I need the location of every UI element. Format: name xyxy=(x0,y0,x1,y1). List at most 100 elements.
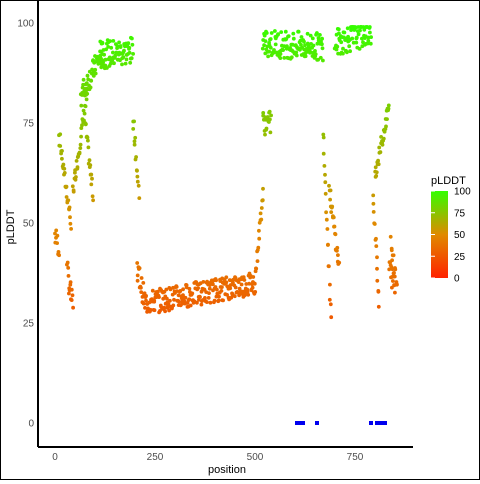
data-point xyxy=(79,134,83,139)
data-point xyxy=(262,33,267,38)
data-point xyxy=(60,156,64,161)
y-tick-label: 25 xyxy=(23,319,35,330)
data-point xyxy=(289,55,294,60)
data-point xyxy=(166,302,171,307)
data-point xyxy=(183,295,188,300)
data-point xyxy=(55,233,60,238)
data-point xyxy=(187,286,192,291)
data-point xyxy=(334,47,339,52)
data-point xyxy=(93,67,98,72)
data-point xyxy=(318,33,322,37)
data-point xyxy=(261,186,265,191)
data-point xyxy=(131,127,136,131)
data-point xyxy=(148,308,153,312)
data-point xyxy=(102,52,106,57)
data-point xyxy=(207,291,211,295)
data-point xyxy=(259,206,264,210)
data-point xyxy=(392,271,396,275)
data-point xyxy=(392,274,397,279)
data-point xyxy=(341,51,345,56)
data-point xyxy=(144,294,149,298)
y-tick-label: 75 xyxy=(23,119,35,130)
data-point xyxy=(260,198,265,203)
data-point xyxy=(327,183,331,188)
y-tick-label: 100 xyxy=(17,19,34,30)
data-point xyxy=(172,297,176,302)
data-point xyxy=(126,41,131,46)
data-point xyxy=(228,286,233,291)
data-point xyxy=(245,289,250,294)
data-point xyxy=(73,177,78,182)
data-point xyxy=(354,40,359,45)
data-point xyxy=(54,228,59,233)
data-point xyxy=(393,290,397,295)
data-point xyxy=(286,34,291,38)
data-point xyxy=(268,117,272,122)
data-point xyxy=(91,198,95,203)
data-point xyxy=(69,287,74,292)
data-point xyxy=(336,253,340,257)
data-point xyxy=(391,253,396,258)
data-point xyxy=(184,285,189,290)
data-point xyxy=(371,210,376,214)
data-point xyxy=(135,174,140,179)
x-tick-label: 750 xyxy=(347,452,364,463)
data-point xyxy=(64,184,69,189)
data-point xyxy=(86,138,90,143)
data-point xyxy=(208,300,213,305)
data-point xyxy=(221,298,226,303)
data-point xyxy=(393,267,398,272)
data-point xyxy=(80,123,84,128)
data-point xyxy=(135,179,140,184)
data-point xyxy=(115,44,120,48)
data-point xyxy=(320,36,324,41)
x-tick-label: 250 xyxy=(147,452,164,463)
data-point xyxy=(348,49,352,54)
data-point xyxy=(264,31,269,35)
data-point xyxy=(320,46,325,51)
data-point xyxy=(390,258,394,263)
data-point xyxy=(385,117,389,121)
data-point xyxy=(162,305,167,310)
data-point xyxy=(242,278,247,282)
data-point xyxy=(267,109,272,114)
data-point xyxy=(81,77,86,82)
data-point xyxy=(336,27,341,32)
data-point xyxy=(164,287,169,292)
data-point xyxy=(255,259,260,263)
data-point xyxy=(58,144,63,148)
data-point xyxy=(199,302,204,307)
data-point xyxy=(66,274,71,278)
data-point xyxy=(86,145,91,150)
data-point xyxy=(127,50,132,55)
data-point xyxy=(84,97,89,102)
data-point xyxy=(93,71,98,76)
data-point xyxy=(346,34,350,39)
data-point xyxy=(268,45,273,50)
data-point xyxy=(79,103,84,108)
data-point xyxy=(103,57,108,62)
data-point xyxy=(253,290,258,294)
data-point xyxy=(381,136,386,141)
data-point xyxy=(205,300,209,304)
data-point xyxy=(122,48,126,53)
data-point xyxy=(220,285,224,289)
legend-tick-label: 100 xyxy=(454,187,471,198)
data-point xyxy=(376,158,380,163)
data-point xyxy=(335,248,339,253)
data-point xyxy=(308,50,313,55)
data-point xyxy=(187,297,192,302)
data-point xyxy=(327,297,332,302)
data-point xyxy=(378,150,383,155)
data-point xyxy=(71,305,75,310)
data-point xyxy=(267,49,272,54)
data-point xyxy=(337,31,341,36)
y-axis-title: pLDDT xyxy=(5,209,17,244)
data-point xyxy=(329,210,334,215)
data-point xyxy=(296,29,301,34)
data-point xyxy=(291,31,296,36)
data-point xyxy=(67,291,71,296)
data-point xyxy=(134,155,139,159)
data-point xyxy=(313,49,317,53)
data-point xyxy=(79,126,84,130)
